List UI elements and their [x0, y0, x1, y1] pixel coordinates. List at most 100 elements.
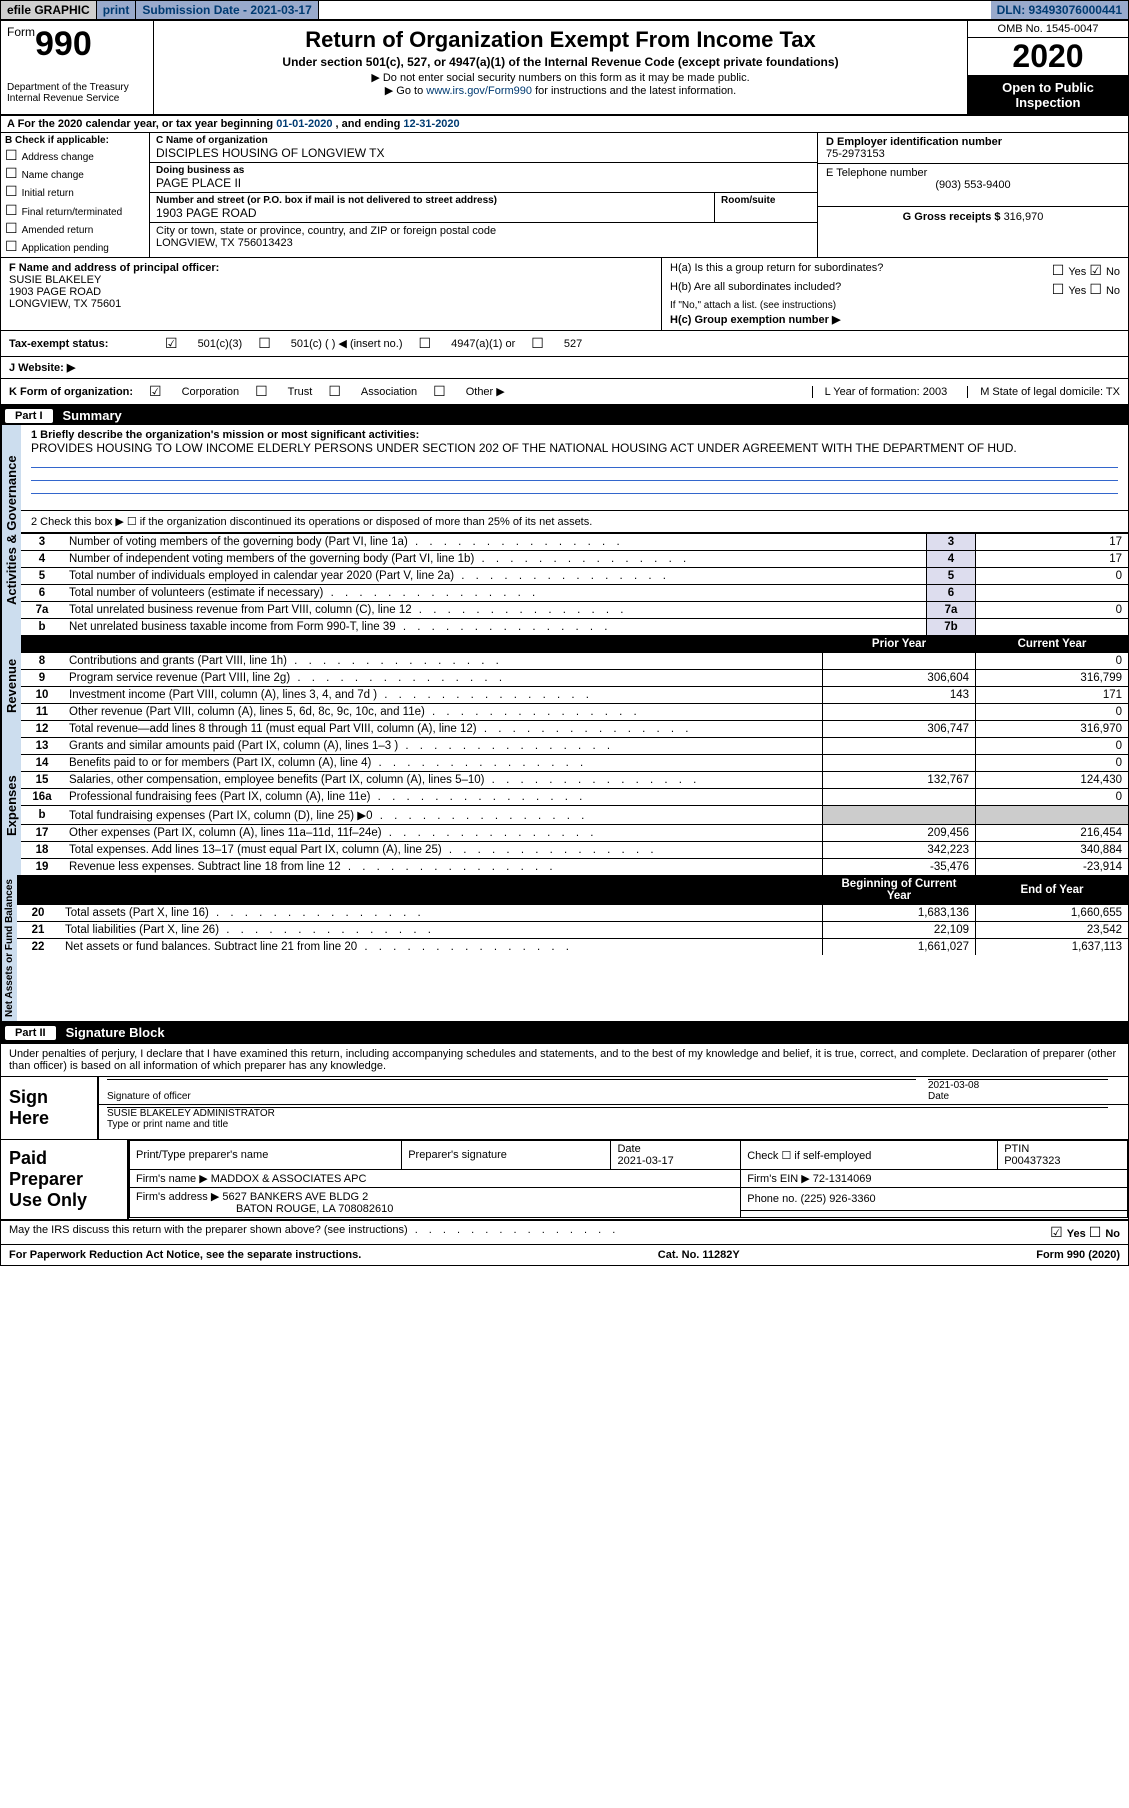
hb-yes-chk[interactable]: [1052, 285, 1069, 297]
opt-corp: Corporation: [182, 386, 239, 398]
self-employed-chk[interactable]: Check ☐ if self-employed: [741, 1141, 998, 1170]
prep-date: 2021-03-17: [617, 1155, 673, 1167]
row-i-tax-status: Tax-exempt status: 501(c)(3) 501(c) ( ) …: [1, 331, 1128, 357]
phone-label: E Telephone number: [826, 167, 927, 179]
chk-501c3[interactable]: [165, 335, 182, 352]
current-year-val: [976, 806, 1129, 825]
col-h-group: H(a) Is this a group return for subordin…: [662, 258, 1128, 330]
line-box: 4: [927, 551, 976, 568]
col-f-officer: F Name and address of principal officer:…: [1, 258, 662, 330]
revenue-table: Prior Year Current Year8 Contributions a…: [21, 635, 1128, 737]
colb-title: B Check if applicable:: [5, 135, 109, 146]
firm-ein: 72-1314069: [813, 1173, 872, 1185]
opt-initial: Initial return: [22, 188, 74, 199]
chk-4947[interactable]: [419, 335, 436, 352]
print-button[interactable]: print: [97, 1, 137, 19]
chk-other[interactable]: [433, 383, 450, 400]
line-num: 14: [21, 755, 63, 772]
line-num: 6: [21, 585, 63, 602]
current-year-val: 0: [976, 738, 1129, 755]
ha-no-chk[interactable]: [1089, 266, 1106, 278]
chk-pending[interactable]: [5, 243, 22, 254]
current-year-val: 1,637,113: [976, 939, 1129, 956]
prep-name-hdr: Print/Type preparer's name: [130, 1141, 402, 1170]
row-a-tax-year: A For the 2020 calendar year, or tax yea…: [1, 116, 1128, 133]
form-header: Form990 Department of the Treasury Inter…: [1, 21, 1128, 116]
officer-printed-name: SUSIE BLAKELEY ADMINISTRATOR: [107, 1108, 275, 1119]
tax-year: 2020: [968, 38, 1128, 76]
line-num: 12: [21, 721, 63, 738]
line-desc: Investment income (Part VIII, column (A)…: [63, 687, 823, 704]
current-year-val: 0: [976, 704, 1129, 721]
chk-name-change[interactable]: [5, 170, 22, 181]
current-year-val: -23,914: [976, 859, 1129, 876]
officer-addr1: 1903 PAGE ROAD: [9, 286, 101, 298]
line-num: 17: [21, 825, 63, 842]
line-desc: Total liabilities (Part X, line 26): [59, 922, 823, 939]
ptin-label: PTIN: [1004, 1143, 1029, 1155]
line-num: 11: [21, 704, 63, 721]
line-desc: Other expenses (Part IX, column (A), lin…: [63, 825, 823, 842]
website-label: J Website: ▶: [9, 361, 75, 374]
line-box: 3: [927, 534, 976, 551]
ha-yes-chk[interactable]: [1052, 266, 1069, 278]
line-num: b: [21, 619, 63, 636]
dept-treasury: Department of the Treasury Internal Reve…: [7, 82, 147, 104]
org-name: DISCIPLES HOUSING OF LONGVIEW TX: [156, 146, 385, 160]
line2-text: 2 Check this box ▶ ☐ if the organization…: [31, 516, 592, 528]
line-val: 17: [976, 534, 1129, 551]
discuss-yes-chk[interactable]: [1050, 1228, 1067, 1240]
hb-note: If "No," attach a list. (see instruction…: [670, 300, 1120, 311]
ein-label: D Employer identification number: [826, 136, 1120, 148]
prior-year-val: 132,767: [823, 772, 976, 789]
prior-year-val: 342,223: [823, 842, 976, 859]
chk-corp[interactable]: [149, 383, 166, 400]
prior-year-val: 306,604: [823, 670, 976, 687]
prior-year-val: 1,661,027: [823, 939, 976, 956]
discuss-yes: Yes: [1067, 1228, 1086, 1240]
line-desc: Benefits paid to or for members (Part IX…: [63, 755, 823, 772]
line-desc: Total revenue—add lines 8 through 11 (mu…: [63, 721, 823, 738]
chk-final-return[interactable]: [5, 207, 22, 218]
chk-527[interactable]: [531, 335, 548, 352]
year-formation: L Year of formation: 2003: [812, 386, 948, 398]
gross-value: 316,970: [1004, 211, 1044, 223]
chk-initial-return[interactable]: [5, 188, 22, 199]
header-mid: Return of Organization Exempt From Incom…: [154, 21, 967, 114]
state-domicile: M State of legal domicile: TX: [967, 386, 1120, 398]
chk-trust[interactable]: [255, 383, 272, 400]
city-value: LONGVIEW, TX 756013423: [156, 237, 811, 249]
prior-year-val: [823, 806, 976, 825]
irs-link[interactable]: www.irs.gov/Form990: [426, 85, 532, 97]
perjury-declaration: Under penalties of perjury, I declare th…: [1, 1042, 1128, 1076]
line-num: 3: [21, 534, 63, 551]
officer-addr2: LONGVIEW, TX 75601: [9, 298, 121, 310]
hb-no-chk[interactable]: [1089, 285, 1106, 297]
opt-4947: 4947(a)(1) or: [451, 338, 515, 350]
opt-527: 527: [564, 338, 582, 350]
firm-name-label: Firm's name ▶: [136, 1173, 208, 1185]
tax-status-label: Tax-exempt status:: [9, 338, 108, 350]
rowa-mid: , and ending: [336, 118, 404, 130]
chk-address-change[interactable]: [5, 152, 22, 163]
phone-value: (903) 553-9400: [826, 179, 1120, 191]
form-title: Return of Organization Exempt From Incom…: [158, 27, 963, 53]
current-year-val: 0: [976, 653, 1129, 670]
chk-assoc[interactable]: [328, 383, 345, 400]
chk-501c[interactable]: [258, 335, 275, 352]
opt-assoc: Association: [361, 386, 417, 398]
prior-year-val: 143: [823, 687, 976, 704]
line-desc: Other revenue (Part VIII, column (A), li…: [63, 704, 823, 721]
discuss-no-chk[interactable]: [1089, 1228, 1106, 1240]
line-num: 16a: [21, 789, 63, 806]
firm-addr2: BATON ROUGE, LA 708082610: [236, 1203, 393, 1215]
line-desc: Revenue less expenses. Subtract line 18 …: [63, 859, 823, 876]
current-year-val: 23,542: [976, 922, 1129, 939]
line-num: 22: [17, 939, 59, 956]
line-desc: Total fundraising expenses (Part IX, col…: [63, 806, 823, 825]
opt-trust: Trust: [288, 386, 313, 398]
chk-amended[interactable]: [5, 225, 22, 236]
subdate-value: 2021-03-17: [250, 3, 311, 17]
line-val: [976, 619, 1129, 636]
ha-no: No: [1106, 266, 1120, 278]
